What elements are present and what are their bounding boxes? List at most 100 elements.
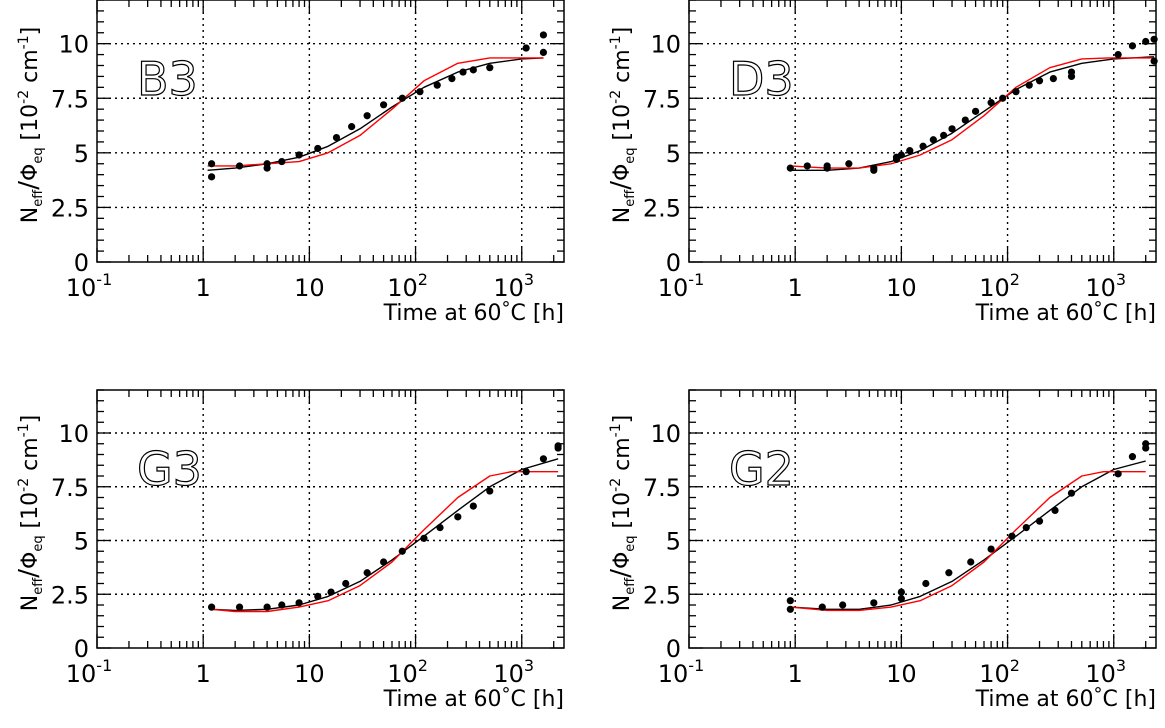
x-axis-title: Time at 60°C [h] bbox=[383, 684, 564, 712]
data-point bbox=[314, 592, 322, 601]
data-point bbox=[454, 513, 462, 521]
data-point bbox=[469, 502, 477, 510]
data-point bbox=[207, 160, 216, 168]
data-point bbox=[987, 545, 995, 553]
x-tick-label: 10-1 bbox=[658, 656, 705, 688]
data-point bbox=[332, 133, 341, 142]
data-point bbox=[363, 112, 371, 120]
x-tick-label: 10 bbox=[294, 274, 325, 302]
plot-frame bbox=[688, 389, 1157, 649]
x-tick-label: 10-1 bbox=[658, 270, 705, 302]
data-point bbox=[786, 605, 794, 613]
y-tick-label: 7.5 bbox=[51, 474, 89, 502]
data-point bbox=[363, 569, 371, 577]
y-tick-label: 10 bbox=[58, 31, 89, 59]
fit-curve-black bbox=[211, 458, 559, 612]
fit-curve-black bbox=[790, 460, 1146, 610]
data-point bbox=[870, 166, 878, 174]
data-point bbox=[961, 116, 969, 124]
data-point bbox=[420, 534, 428, 542]
x-tick-label: 1 bbox=[196, 660, 211, 688]
data-point bbox=[897, 594, 905, 603]
y-tick-label: 10 bbox=[58, 420, 89, 448]
data-point bbox=[207, 173, 216, 181]
data-point bbox=[459, 68, 467, 76]
fit-curve-red bbox=[790, 57, 1155, 169]
y-axis-title: Neff/Φeq [10-2 cm-1] bbox=[14, 415, 46, 611]
data-point bbox=[839, 601, 847, 609]
data-point bbox=[1150, 35, 1158, 43]
data-point bbox=[948, 125, 956, 133]
data-point bbox=[469, 66, 477, 74]
fit-curve-red bbox=[790, 471, 1146, 612]
plot-frame bbox=[96, 389, 565, 649]
data-point bbox=[906, 147, 914, 155]
x-tick-label: 1 bbox=[788, 660, 803, 688]
data-point bbox=[207, 603, 216, 611]
data-point bbox=[263, 164, 271, 172]
y-axis-title: Neff/Φeq [10-2 cm-1] bbox=[606, 415, 638, 611]
data-point bbox=[433, 81, 441, 89]
data-point bbox=[235, 603, 244, 611]
x-axis-title: Time at 60°C [h] bbox=[975, 298, 1156, 326]
data-point bbox=[1049, 75, 1057, 83]
y-tick-label: 2.5 bbox=[643, 194, 681, 222]
data-point bbox=[379, 101, 388, 109]
fit-curve-red bbox=[207, 57, 544, 167]
data-point bbox=[1067, 72, 1076, 81]
x-tick-label: 10-1 bbox=[66, 656, 113, 688]
data-point bbox=[539, 31, 548, 39]
data-point bbox=[486, 487, 494, 495]
data-point bbox=[235, 162, 244, 170]
x-tick-label: 102 bbox=[979, 656, 1020, 688]
fit-curve-red bbox=[211, 471, 559, 613]
data-point bbox=[1128, 453, 1137, 461]
data-point bbox=[987, 99, 995, 107]
data-point bbox=[919, 142, 927, 150]
data-point bbox=[522, 468, 530, 476]
y-tick-label: 7.5 bbox=[643, 85, 681, 113]
data-point bbox=[436, 524, 444, 532]
data-point bbox=[1114, 50, 1122, 59]
data-point bbox=[348, 123, 356, 131]
y-axis-title: Neff/Φeq [10-2 cm-1] bbox=[606, 27, 638, 223]
data-point bbox=[1025, 81, 1033, 89]
y-tick-label: 0 bbox=[74, 635, 89, 663]
y-tick-label: 0 bbox=[74, 249, 89, 277]
data-point bbox=[1142, 37, 1150, 46]
x-axis-title: Time at 60°C [h] bbox=[383, 298, 564, 326]
data-point bbox=[1035, 77, 1044, 85]
y-tick-label: 10 bbox=[650, 420, 681, 448]
x-tick-label: 1 bbox=[788, 274, 803, 302]
data-point bbox=[897, 151, 905, 159]
data-point bbox=[897, 588, 905, 596]
panel-label: D3 bbox=[729, 52, 794, 106]
data-point bbox=[295, 151, 303, 159]
plot-frame bbox=[688, 0, 1157, 263]
data-point bbox=[870, 599, 878, 607]
plot-frame bbox=[96, 0, 565, 263]
data-point bbox=[823, 162, 831, 170]
x-tick-label: 1 bbox=[196, 274, 211, 302]
data-point bbox=[539, 48, 548, 57]
data-point bbox=[416, 88, 424, 96]
x-tick-label: 103 bbox=[1085, 270, 1126, 302]
y-tick-label: 5 bbox=[666, 140, 681, 168]
y-tick-label: 7.5 bbox=[643, 474, 681, 502]
data-point bbox=[263, 603, 271, 611]
data-point bbox=[1022, 524, 1030, 532]
x-tick-label: 10 bbox=[886, 660, 917, 688]
x-tick-label: 102 bbox=[387, 270, 428, 302]
data-point bbox=[945, 569, 953, 577]
y-tick-label: 10 bbox=[650, 31, 681, 59]
data-point bbox=[1051, 506, 1059, 514]
y-tick-label: 2.5 bbox=[51, 581, 89, 609]
data-point bbox=[398, 94, 406, 102]
data-point bbox=[1150, 57, 1158, 65]
data-point bbox=[554, 442, 562, 450]
data-point bbox=[1142, 440, 1150, 448]
data-point bbox=[922, 579, 930, 588]
